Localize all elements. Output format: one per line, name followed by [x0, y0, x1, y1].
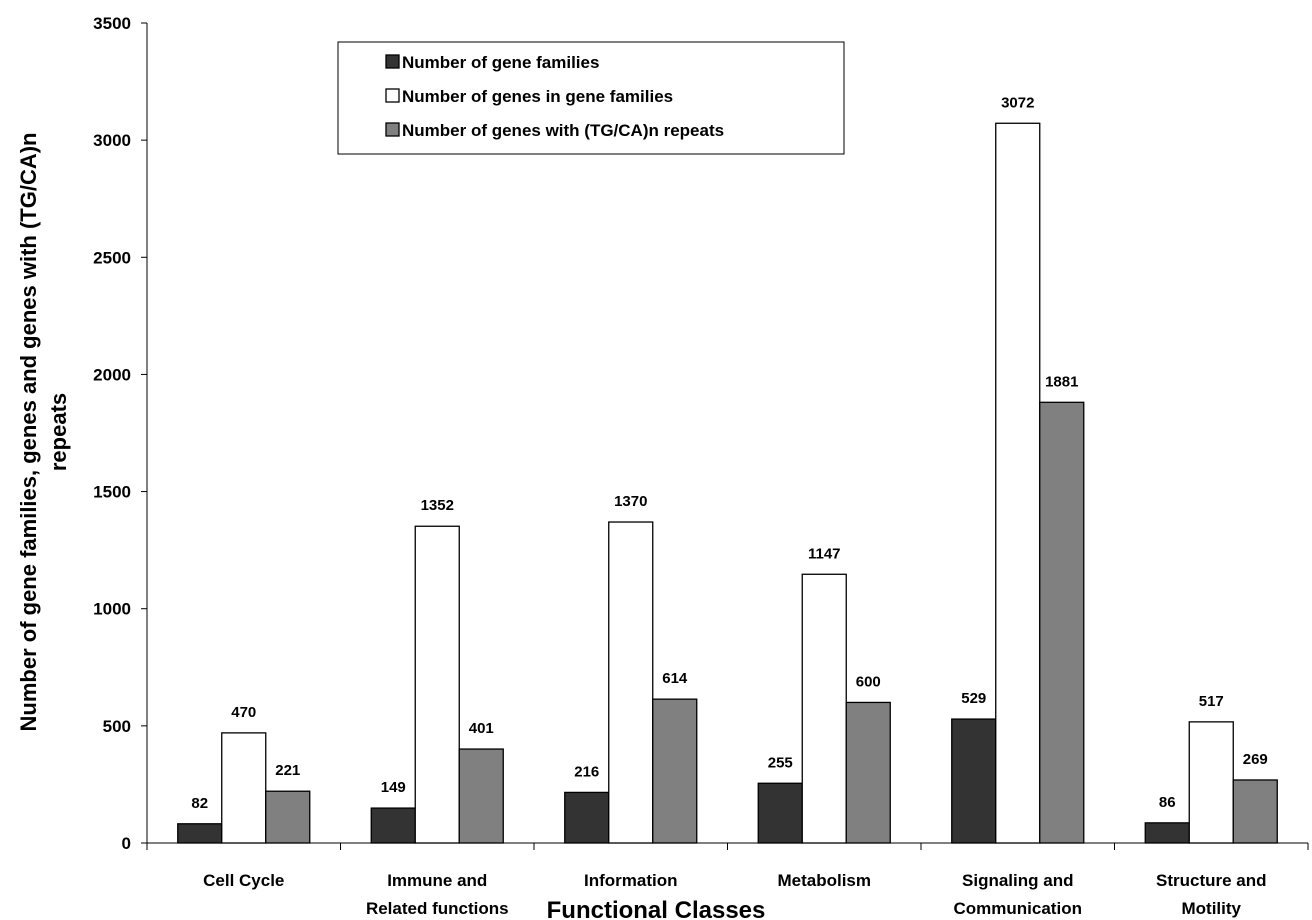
bar: [757, 782, 803, 844]
bar: [995, 122, 1041, 844]
bar: [458, 748, 504, 844]
y-axis-title: repeats: [46, 393, 71, 471]
data-label: 517: [1199, 693, 1224, 710]
data-label: 614: [662, 670, 688, 687]
bar: [608, 521, 654, 844]
x-tick-label: Information: [584, 871, 678, 890]
y-tick-label: 3500: [93, 14, 131, 33]
y-tick-label: 0: [122, 834, 131, 853]
data-label: 470: [231, 704, 256, 721]
labels: 82 470 221 Cell Cycle 149 1352 401 Immune and Re…: [16, 94, 1268, 920]
x-axis-title: Functional Classes: [547, 897, 766, 920]
bar: [845, 701, 891, 844]
y-tick-label: 500: [103, 717, 131, 736]
data-label: 269: [1243, 751, 1268, 768]
y-tick-label: 3000: [93, 131, 131, 150]
bar: [564, 791, 610, 844]
x-tick-label: Immune and: [387, 871, 487, 890]
data-label: 1370: [614, 493, 647, 510]
data-label: 529: [961, 690, 986, 707]
bar: [414, 525, 460, 844]
bars: [177, 122, 1278, 844]
data-label: 216: [574, 763, 599, 780]
bar: [652, 698, 698, 844]
data-label: 149: [381, 779, 406, 796]
legend-box: [337, 41, 845, 155]
legend-label: Number of genes with (TG/CA)n repeats: [402, 121, 724, 140]
x-tick-label: Metabolism: [777, 871, 871, 890]
y-tick-label: 2500: [93, 248, 131, 267]
y-tick-label: 2000: [93, 365, 131, 384]
legend-swatch: [385, 54, 400, 69]
data-label: 1352: [421, 497, 454, 514]
x-tick-label: Motility: [1182, 899, 1242, 918]
legend-swatch: [385, 88, 400, 103]
data-label: 1881: [1045, 373, 1078, 390]
data-label: 82: [191, 795, 208, 812]
data-label: 221: [275, 762, 300, 779]
bar: [1232, 779, 1278, 844]
legend: Number of gene families Number of genes i…: [337, 41, 845, 155]
x-tick-label: Structure and: [1156, 871, 1267, 890]
bar: [265, 790, 311, 844]
bar: [1039, 401, 1085, 844]
legend-label: Number of genes in gene families: [402, 87, 673, 106]
bar: [801, 573, 847, 844]
bar: [221, 732, 267, 844]
x-tick-label: Signaling and: [962, 871, 1073, 890]
data-label: 401: [469, 720, 494, 737]
x-tick-label: Cell Cycle: [203, 871, 284, 890]
bar: [1144, 822, 1190, 844]
bar: [951, 718, 997, 844]
y-tick-label: 1000: [93, 600, 131, 619]
data-label: 600: [856, 673, 881, 690]
x-tick-label: Related functions: [366, 899, 509, 918]
legend-label: Number of gene families: [402, 53, 599, 72]
y-tick-label: 1500: [93, 483, 131, 502]
legend-swatch: [385, 122, 400, 137]
y-axis-title: Number of gene families, genes and genes…: [16, 133, 41, 732]
x-tick-label: Communication: [954, 899, 1082, 918]
axes: 0 500 1000 1500 2000 2500 3000 3500: [93, 14, 1309, 853]
data-label: 255: [768, 754, 793, 771]
data-label: 3072: [1001, 94, 1034, 111]
bar: [177, 823, 223, 844]
data-label: 1147: [808, 545, 841, 562]
bar: [370, 807, 416, 844]
bar: [1188, 721, 1234, 844]
data-label: 86: [1159, 794, 1176, 811]
